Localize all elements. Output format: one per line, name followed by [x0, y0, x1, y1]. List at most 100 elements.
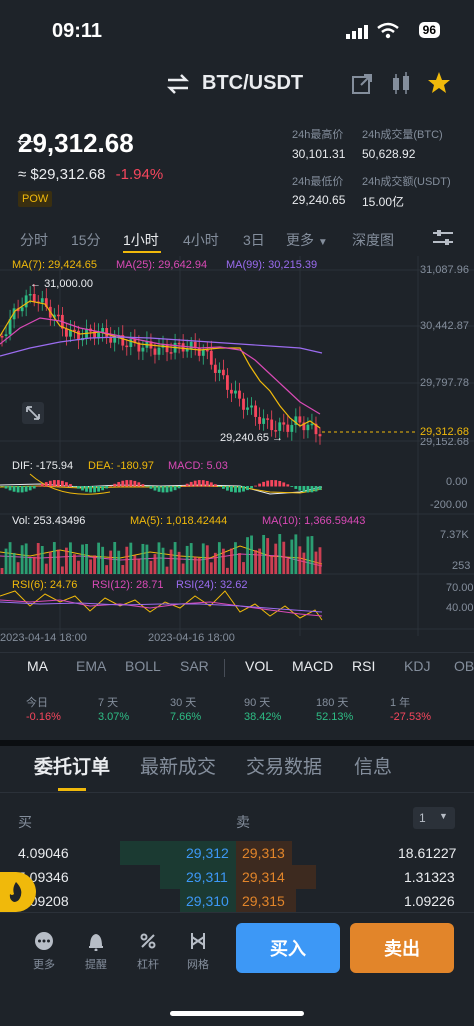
kline-mode-icon[interactable] [390, 72, 412, 101]
signal-icon [346, 25, 368, 44]
tab-latest-trades[interactable]: 最新成交 [140, 757, 217, 778]
floating-assistant-button[interactable] [0, 872, 36, 912]
volume-bar [89, 559, 92, 574]
candle-body [157, 347, 161, 355]
macd-histogram-bar [258, 483, 262, 487]
macd-histogram-bar [181, 485, 185, 487]
volume-bar [205, 545, 209, 574]
macd-histogram-bar [8, 486, 12, 491]
share-icon[interactable] [351, 73, 373, 100]
ask-qty[interactable]: 1.31323 [404, 869, 455, 885]
pair-title[interactable]: BTC/USDT [202, 72, 304, 94]
bottom-action-bar: 更多 提醒 杠杆 网格 买入 卖出 [0, 912, 474, 1026]
macd-histogram-bar [109, 485, 113, 487]
bid-qty[interactable]: 4.09046 [18, 845, 69, 861]
section-gap [0, 740, 474, 746]
swap-pair-icon[interactable] [166, 74, 190, 99]
tab-info[interactable]: 信息 [354, 757, 393, 778]
volume-bar [310, 536, 314, 574]
high-marker-value: 31,000.00 [44, 278, 93, 290]
tab-depth[interactable]: 深度图 [352, 232, 394, 248]
tab-1h[interactable]: 1小时 [123, 232, 159, 248]
macd-histogram-bar [234, 486, 237, 493]
tab-3d[interactable]: 3日 [243, 232, 265, 248]
active-tab-underline [123, 251, 161, 253]
tab-time-line[interactable]: 分时 [20, 232, 48, 248]
buy-column-label: 买 [18, 814, 32, 830]
favorite-star-icon[interactable] [427, 71, 451, 100]
macd-histogram-bar [44, 482, 48, 487]
tab-15m[interactable]: 15分 [71, 232, 101, 248]
back-icon[interactable]: ← [12, 122, 38, 152]
candle-body [0, 336, 4, 338]
buy-button[interactable]: 买入 [236, 923, 340, 973]
pow-tag[interactable]: POW [18, 191, 53, 207]
volume-bar [145, 544, 149, 574]
perf-label-30d: 30 天 [170, 697, 197, 709]
nav-grid[interactable]: 网格 [178, 931, 218, 972]
battery-indicator: 96 [418, 22, 440, 38]
candle-body [318, 434, 322, 437]
ask-price[interactable]: 29,313 [242, 845, 285, 861]
macd-histogram-bar [169, 486, 173, 492]
bid-price[interactable]: 29,311 [186, 869, 228, 885]
ind-ema[interactable]: EMA [76, 658, 107, 674]
kline-chart[interactable]: MA(7): 29,424.65 MA(25): 29,642.94 MA(99… [0, 256, 474, 651]
volume-bar [97, 542, 101, 574]
ask-price[interactable]: 29,315 [242, 893, 285, 909]
rsi24-label: RSI(24): 32.62 [176, 579, 248, 591]
macd-histogram-bar [213, 484, 217, 487]
ind-ma[interactable]: MA [27, 658, 48, 674]
divider [0, 792, 474, 793]
sell-button[interactable]: 卖出 [350, 923, 454, 973]
expand-chart-icon[interactable] [22, 402, 44, 429]
candle-body [12, 308, 16, 320]
dif-label: DIF: -175.94 [12, 460, 74, 472]
rsi-axis-40: 40.00 [446, 602, 474, 614]
nav-leverage[interactable]: 杠杆 [128, 931, 168, 972]
candle-body [189, 341, 193, 349]
macd-histogram-bar [129, 480, 133, 487]
macd-histogram-bar [89, 486, 92, 493]
candle-body [137, 342, 141, 352]
nav-grid-label: 网格 [187, 959, 209, 971]
ind-macd[interactable]: MACD [292, 658, 334, 674]
ind-boll[interactable]: BOLL [125, 658, 161, 674]
low-marker: 29,240.65 → [220, 432, 283, 444]
volume-bar [40, 545, 44, 574]
tab-trade-data[interactable]: 交易数据 [246, 757, 323, 778]
ind-obv[interactable]: OB [454, 658, 474, 674]
ind-vol[interactable]: VOL [245, 658, 274, 674]
volume-bar [274, 543, 278, 574]
macd-histogram-bar [157, 486, 161, 492]
macd-histogram-bar [32, 486, 36, 489]
ask-qty[interactable]: 18.61227 [398, 845, 457, 861]
axis-price-4: 29,152.68 [420, 436, 469, 448]
perf-value-90d: 38.42% [244, 711, 282, 723]
ask-price[interactable]: 29,314 [242, 869, 285, 885]
bid-price[interactable]: 29,310 [186, 893, 229, 909]
macd-histogram-bar [165, 486, 169, 493]
bid-price[interactable]: 29,312 [186, 845, 229, 861]
ind-kdj[interactable]: KDJ [404, 658, 431, 674]
axis-price-3: 29,797.78 [420, 377, 469, 389]
nav-alert[interactable]: 提醒 [76, 931, 116, 972]
candle-body [153, 348, 157, 355]
volume-bar [93, 555, 96, 574]
volume-bar [169, 549, 173, 574]
vol-axis-top: 7.37K [440, 529, 469, 541]
nav-more[interactable]: 更多 [24, 931, 64, 972]
chart-settings-icon[interactable] [432, 228, 454, 251]
precision-select[interactable]: 1 ▼ [413, 807, 455, 829]
macd-histogram-bar [226, 486, 229, 491]
ma99-line [0, 336, 323, 357]
tab-more[interactable]: 更多 ▼ [286, 230, 328, 250]
tab-orders[interactable]: 委托订单 [34, 757, 111, 778]
ask-qty[interactable]: 1.09226 [404, 893, 455, 909]
ind-rsi[interactable]: RSI [352, 658, 376, 674]
last-price: 29,312.68 [18, 128, 134, 158]
volume-bar [137, 559, 141, 574]
tab-4h[interactable]: 4小时 [183, 232, 219, 248]
candle-body [314, 423, 318, 435]
ind-sar[interactable]: SAR [180, 658, 209, 674]
